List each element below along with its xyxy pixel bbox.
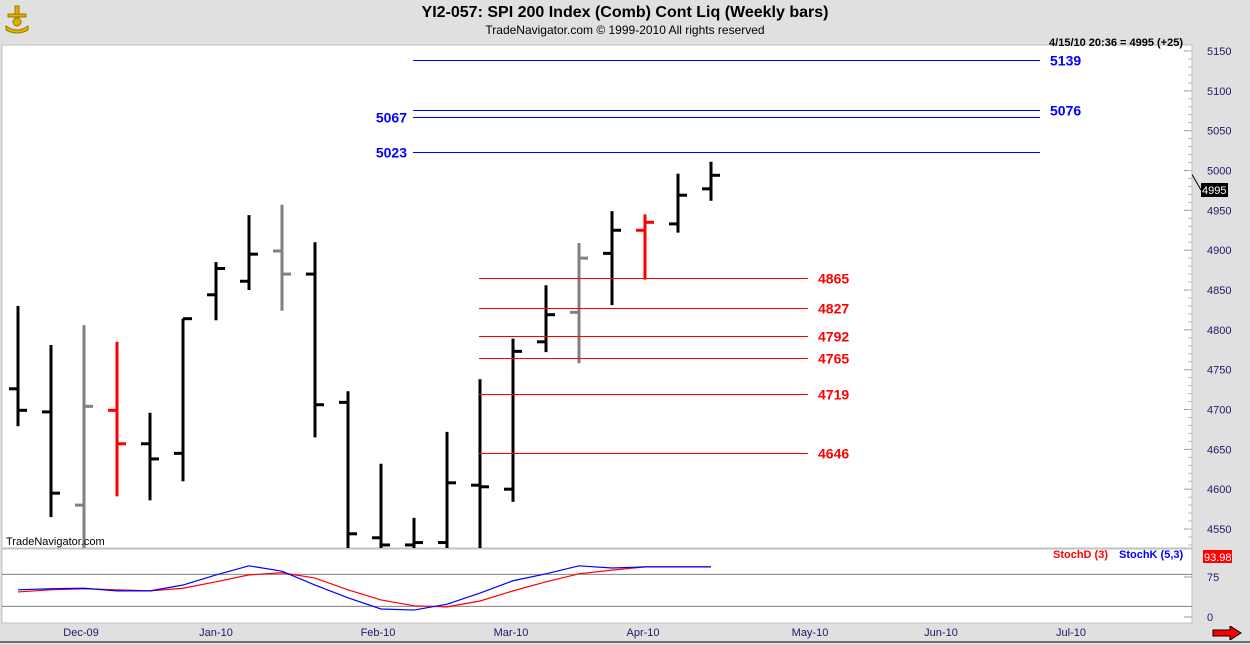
support-label: 4792 [818, 329, 849, 345]
last-price-label: 4995 [1202, 185, 1226, 197]
price-panel [1, 44, 1193, 549]
chart-title: YI2-057: SPI 200 Index (Comb) Cont Liq (… [421, 4, 829, 21]
price-axis-label: 5100 [1207, 86, 1231, 98]
arrow-right-icon[interactable] [1212, 625, 1242, 645]
price-axis-label: 4800 [1207, 325, 1231, 337]
copyright-subtitle: TradeNavigator.com © 1999-2010 All right… [485, 23, 765, 37]
x-axis-label: Jul-10 [1056, 627, 1086, 639]
support-label: 4719 [818, 387, 849, 403]
last-price-pointer [1191, 174, 1202, 191]
x-axis-label: Dec-09 [63, 627, 98, 639]
support-label: 4865 [818, 271, 849, 287]
x-axis-label: Jun-10 [924, 627, 958, 639]
price-axis-label: 4700 [1207, 405, 1231, 417]
price-axis-label: 4750 [1207, 365, 1231, 377]
x-axis-label: Apr-10 [626, 627, 659, 639]
x-axis-label: Mar-10 [494, 627, 529, 639]
price-axis-label: 4950 [1207, 205, 1231, 217]
watermark: TradeNavigator.com [6, 536, 105, 548]
stochastic-last-label: 93.98 [1204, 552, 1232, 564]
support-label: 4646 [818, 446, 849, 462]
legend-stochk: StochK (5,3) [1119, 549, 1184, 561]
stochastic-axis-label: 0 [1207, 612, 1213, 624]
x-axis-label: Feb-10 [361, 627, 396, 639]
price-axis-label: 4550 [1207, 524, 1231, 536]
x-axis-label: May-10 [792, 627, 829, 639]
price-axis-label: 4900 [1207, 245, 1231, 257]
stochastic-last-box [1203, 550, 1232, 563]
support-label: 4765 [818, 351, 849, 367]
resistance-label: 5139 [1050, 53, 1081, 69]
support-label: 4827 [818, 301, 849, 317]
last-price-box [1201, 183, 1228, 197]
sextant-logo-icon [4, 4, 30, 39]
resistance-label: 5067 [376, 110, 407, 126]
price-axis-label: 5000 [1207, 166, 1231, 178]
price-readout: 4/15/10 20:36 = 4995 (+25) [1049, 37, 1183, 49]
x-axis-label: Jan-10 [199, 627, 233, 639]
stochastic-panel [1, 548, 1193, 624]
price-axis-label: 4650 [1207, 444, 1231, 456]
stochastic-line-k [17, 565, 711, 611]
price-axis-label: 4850 [1207, 285, 1231, 297]
legend-stochd: StochD (3) [1053, 549, 1108, 561]
resistance-label: 5076 [1050, 103, 1081, 119]
resistance-label: 5023 [376, 145, 407, 161]
price-axis-label: 5150 [1207, 46, 1231, 58]
price-bars [9, 161, 720, 548]
stochastic-axis-label: 75 [1207, 572, 1219, 584]
price-axis-label: 4600 [1207, 484, 1231, 496]
price-axis-label: 5050 [1207, 126, 1231, 138]
